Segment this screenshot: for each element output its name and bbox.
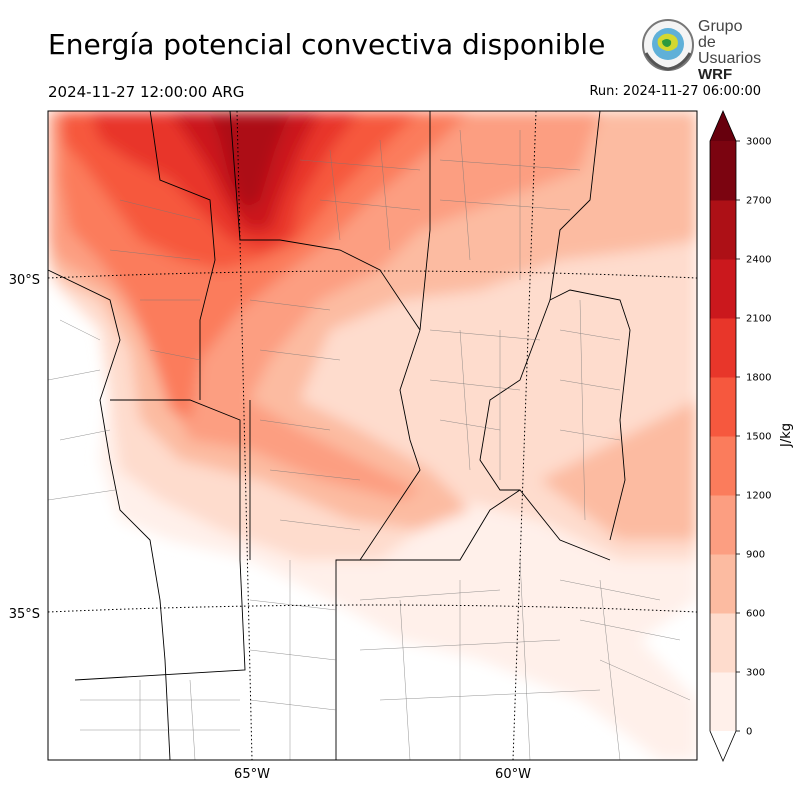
colorbar-segment [710, 436, 736, 496]
graticule [47, 110, 698, 761]
colorbar-segment [710, 259, 736, 319]
colorbar-segment [710, 377, 736, 437]
province-boundaries [48, 111, 631, 760]
colorbar-tick-label: 3000 [746, 137, 771, 148]
colorbar-tick-label: 2100 [746, 314, 771, 325]
colorbar-segment [710, 613, 736, 673]
lon-label-65w: 65°W [234, 767, 270, 782]
wrf-logo: Grupo de Usuarios WRF [640, 17, 762, 83]
colorbar: 0 300 600 900 1200 1500 1800 2100 2400 2700 3000 [709, 109, 771, 763]
colorbar-min-extension [710, 731, 736, 761]
run-time: Run: 2024-11-27 06:00:00 [589, 84, 761, 99]
lat-label-30s: 30°S [9, 273, 40, 288]
longitude-line-65w [236, 110, 253, 761]
colorbar-segment [710, 495, 736, 555]
colorbar-tick-label: 2400 [746, 255, 771, 266]
colorbar-tick-label: 1500 [746, 432, 771, 443]
lon-label-60w: 60°W [495, 767, 531, 782]
latitude-line-30s [47, 270, 698, 279]
colorbar-max-extension [710, 111, 736, 141]
colorbar-segment [710, 141, 736, 201]
longitude-line-60w [512, 110, 537, 761]
logo-line3: WRF [698, 66, 733, 83]
colorbar-segment [710, 672, 736, 732]
colorbar-tick-label: 900 [746, 550, 765, 561]
latitude-line-35s [47, 604, 698, 613]
colorbar-segment [710, 200, 736, 260]
logo-line2: Usuarios [698, 50, 762, 67]
colorbar-tick-label: 1200 [746, 491, 771, 502]
colorbar-tick-label: 0 [746, 727, 752, 738]
valid-time: 2024-11-27 12:00:00 ARG [48, 83, 245, 101]
logo-line1: Grupo de [698, 18, 743, 51]
colorbar-tick-label: 300 [746, 668, 765, 679]
map-border [47, 110, 698, 761]
colorbar-tick-label: 1800 [746, 373, 771, 384]
colorbar-segment [710, 318, 736, 378]
lat-label-35s: 35°S [9, 607, 40, 622]
colorbar-tick-label: 2700 [746, 196, 771, 207]
logo-globe-icon [642, 19, 694, 71]
colorbar-segment [710, 554, 736, 614]
cape-contours [48, 111, 697, 760]
colorbar-unit-label: J/kg [779, 423, 794, 448]
colorbar-tick-label: 600 [746, 609, 765, 620]
map-title: Energía potencial convectiva disponible [48, 28, 606, 61]
